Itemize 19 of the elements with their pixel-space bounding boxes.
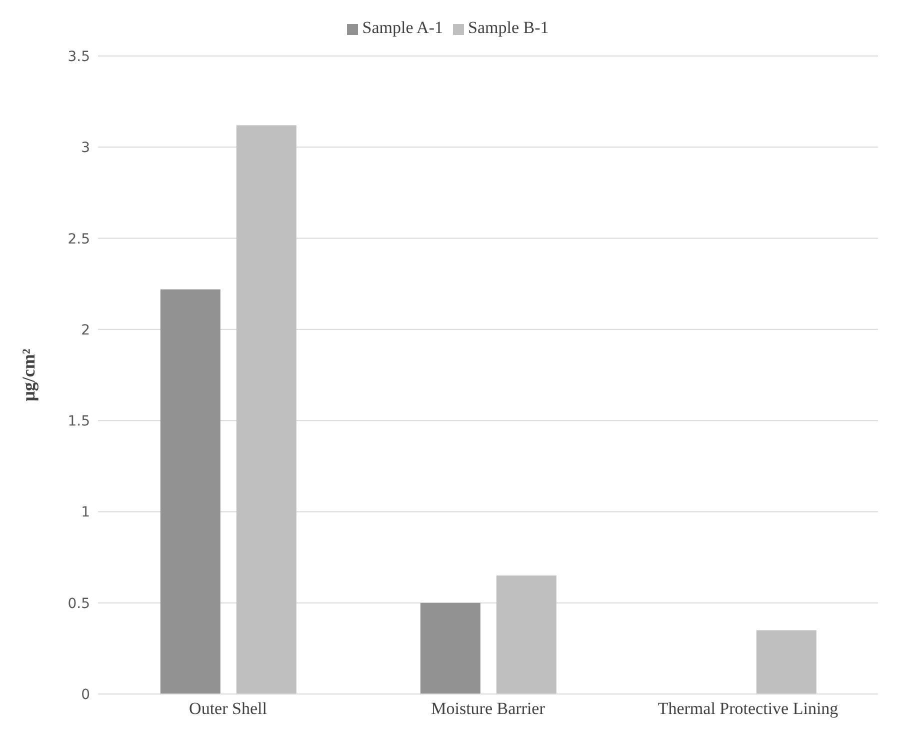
bar (756, 630, 816, 694)
y-tick-label: 0 (81, 686, 90, 703)
y-tick-label: 2.5 (68, 231, 90, 248)
legend-label: Sample A-1 (362, 18, 443, 37)
x-tick-label: Moisture Barrier (431, 699, 546, 718)
y-tick-label: 2 (81, 322, 90, 338)
y-tick-label: 3 (81, 140, 90, 156)
bar (420, 602, 480, 694)
legend-label: Sample B-1 (468, 18, 549, 37)
y-tick-label: 3.5 (68, 48, 90, 65)
x-tick-label: Outer Shell (189, 699, 268, 718)
bar (496, 576, 556, 694)
x-tick-label: Thermal Protective Lining (658, 699, 839, 718)
y-axis-title: μg/cm² (18, 348, 38, 402)
y-tick-label: 0.5 (68, 596, 90, 612)
y-tick-label: 1 (81, 504, 90, 521)
y-tick-label: 1.5 (68, 414, 90, 430)
bar (160, 289, 220, 694)
bar (236, 125, 296, 694)
